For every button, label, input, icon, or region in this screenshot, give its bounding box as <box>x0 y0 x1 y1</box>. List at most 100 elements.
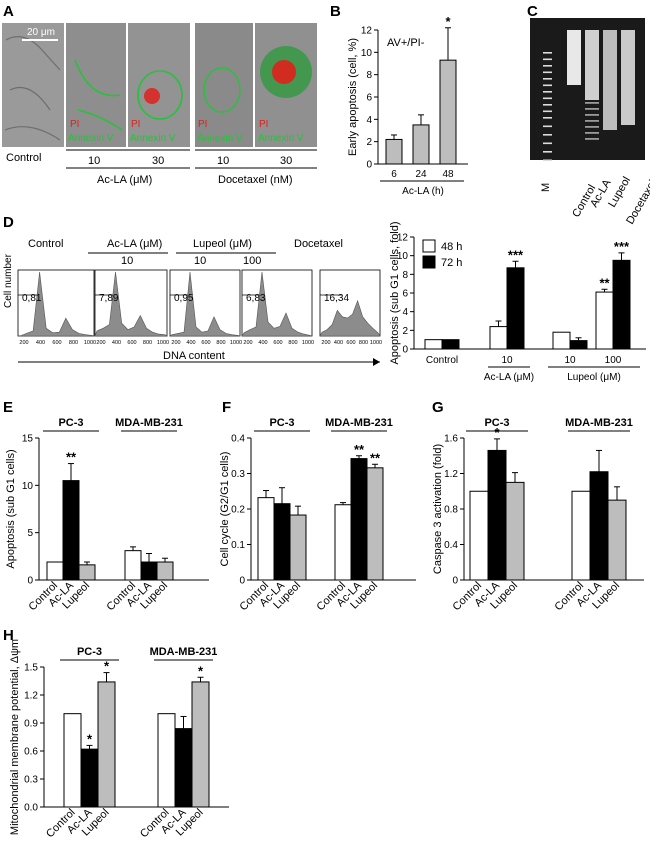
chart-g-bar-2 <box>505 481 525 581</box>
histogram-xtick: 600 <box>201 340 210 346</box>
chart-g-ytick-label: 0.4 <box>444 540 458 551</box>
histogram-xtick: 200 <box>243 340 252 346</box>
chart-f-bar-2 <box>289 514 307 581</box>
histogram-xtick: 600 <box>127 340 136 346</box>
chart-b-ytick-label: 8 <box>366 70 372 81</box>
hist-pct-1: 0,81 <box>22 293 42 304</box>
chart-d-group-label-aclag: Ac-LA (μM) <box>484 372 534 383</box>
gel-lane-lupeol <box>603 30 617 130</box>
chart-f-bar-5 <box>366 467 384 581</box>
chart-d-legend-72h: 72 h <box>441 257 462 269</box>
stain-pi-3: PI <box>198 119 207 130</box>
gel-ladder-band <box>543 84 552 87</box>
chart-f-bar-0 <box>257 497 275 581</box>
stain-annexin-1: Annexin V <box>68 133 114 144</box>
chart-e-ytick-label: 10 <box>22 481 34 492</box>
gel-lane-control <box>567 30 581 85</box>
chart-h-ytick-label: 1.2 <box>24 691 38 702</box>
histogram-xtick: 600 <box>273 340 282 346</box>
chart-e-bar-1 <box>62 480 80 581</box>
chart-d-group-label-lupeol: Lupeol (μM) <box>567 372 621 383</box>
chart-h-significance-5: * <box>198 663 204 678</box>
histogram-xtick: 1000 <box>157 340 169 346</box>
histogram-xtick: 1000 <box>230 340 242 346</box>
gel-ladder-band <box>543 142 552 145</box>
scale-bar-label: 20 μm <box>27 27 55 38</box>
dose-a-2: 30 <box>152 155 164 167</box>
panel-label-g: G <box>432 399 444 416</box>
gel-ladder-band <box>543 125 552 128</box>
gel-aclag-band <box>585 120 599 122</box>
chart-h-group-label-1: MDA-MB-231 <box>150 646 218 658</box>
chart-b-ylabel: Early apoptosis (cell, %) <box>347 38 359 156</box>
hist-title-aclag: Ac-LA (μM) <box>107 238 162 250</box>
chart-d-legend-swatch-72h <box>422 255 436 269</box>
histogram-xtick: 800 <box>143 340 152 346</box>
histogram-xtick: 200 <box>171 340 180 346</box>
stain-pi-2: PI <box>131 119 140 130</box>
chart-f-bar-4 <box>350 458 368 581</box>
histogram-xtick: 800 <box>359 340 368 346</box>
gel-aclag-band <box>585 132 599 134</box>
chart-e-ylabel: Apoptosis (sub G1 cells) <box>5 449 17 568</box>
chart-h-group-label-0: PC-3 <box>77 646 102 658</box>
chart-e-significance-1: ** <box>66 450 77 465</box>
histogram-trace <box>94 271 169 337</box>
chart-b-significance-2: * <box>445 14 451 29</box>
gel-lane-aclag <box>585 30 599 100</box>
panel-label-a: A <box>3 3 14 20</box>
histogram-xtick: 600 <box>346 340 355 346</box>
chart-g-ytick-label: 1.2 <box>444 469 458 480</box>
chart-h-ytick-label: 0.0 <box>24 803 38 814</box>
stain-pi-1: PI <box>70 119 79 130</box>
chart-g-bar-3 <box>571 490 591 581</box>
chart-b-ytick-label: 10 <box>361 48 373 59</box>
chart-b-ytick-label: 0 <box>366 160 372 171</box>
panel-label-f: F <box>222 399 231 416</box>
chart-d-48h-bar-0 <box>424 339 443 350</box>
chart-d-xtick-1: 10 <box>501 355 513 366</box>
histogram-xtick: 400 <box>186 340 195 346</box>
chart-d-ytick-label: 2 <box>402 326 408 337</box>
chart-d-ytick-label: 6 <box>402 289 408 300</box>
chart-f-ytick-label: 0.2 <box>231 505 245 516</box>
chart-h-bar-5 <box>191 681 210 808</box>
gel-ladder-band <box>543 78 552 80</box>
chart-d-ylabel: Apoptosis (sub G1 cells, fold) <box>389 221 401 364</box>
gel-ladder-band <box>543 91 552 93</box>
histogram-xtick: 200 <box>96 340 105 346</box>
chart-e-bar-4 <box>140 561 158 581</box>
hist-pct-3: 0,95 <box>174 293 194 304</box>
histogram-panels: 200 400 600 800 1000 200 400 600 800 1000 200 400 60… <box>17 269 382 346</box>
chart-g-bar-5 <box>607 499 627 581</box>
chart-d-ytick-label: 4 <box>402 307 408 318</box>
chart-d-xtick-0: Control <box>426 355 458 366</box>
chart-h-bar-1 <box>80 748 99 808</box>
chart-f-ytick-label: 0 <box>239 576 245 587</box>
chart-d-xtick-2: 10 <box>564 355 576 366</box>
chart-f-ytick-label: 0.4 <box>231 434 245 445</box>
chart-d-72h-bar-1 <box>506 267 525 350</box>
chart-h-ytick-label: 0.3 <box>24 775 38 786</box>
gel-ladder-band <box>543 97 552 100</box>
chart-f-significance-4: ** <box>354 442 365 457</box>
histogram-xtick: 400 <box>334 340 343 346</box>
chart-b-xlabel: Ac-LA (h) <box>402 186 444 197</box>
gel-ladder-band <box>543 104 552 106</box>
chart-d-48h-bar-3 <box>595 291 614 350</box>
chart-e-bar-2 <box>78 564 96 581</box>
chart-d-72h-bar-2 <box>569 340 588 350</box>
histogram-xtick: 600 <box>52 340 61 346</box>
group-label-aclag-a: Ac-LA (μM) <box>97 174 152 186</box>
chart-b-ytick-label: 4 <box>366 115 372 126</box>
panel-label-d: D <box>3 214 14 231</box>
histogram-trace <box>18 271 95 337</box>
histogram-xtick: 400 <box>258 340 267 346</box>
chart-g-bar-0 <box>469 490 489 581</box>
chart-h-ylabel: Mitochondrial membrane potential, Δψm <box>9 639 21 835</box>
